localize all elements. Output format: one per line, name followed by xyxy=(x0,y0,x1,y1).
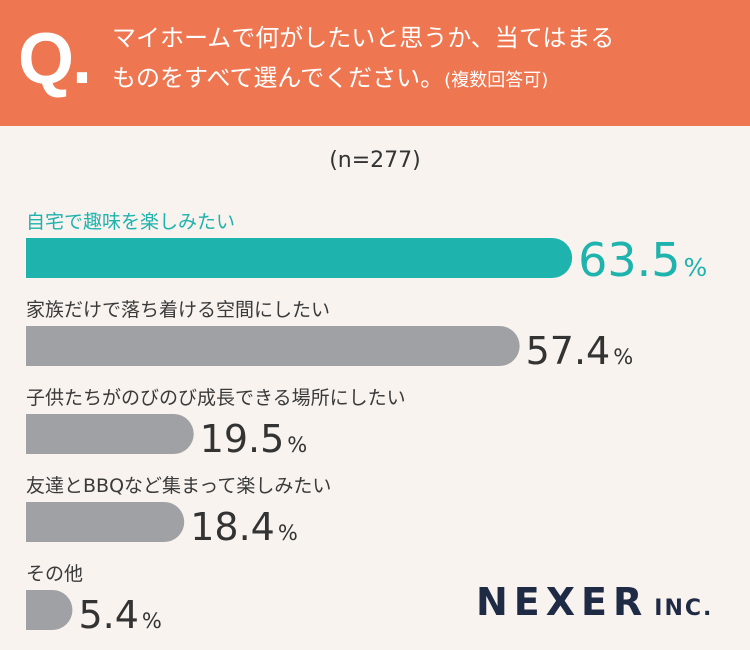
bar-2 xyxy=(26,326,520,366)
value-label-3: 19.5% xyxy=(200,417,308,461)
value-number-2: 57.4 xyxy=(526,329,611,373)
question-mark: Q. xyxy=(18,19,92,99)
value-unit-4: % xyxy=(278,521,298,545)
question-note: (複数回答可) xyxy=(444,70,549,91)
value-number-4: 18.4 xyxy=(190,505,275,549)
bar-1 xyxy=(26,238,573,278)
value-unit-3: % xyxy=(287,433,307,457)
value-unit-2: % xyxy=(613,345,633,369)
category-label-3: 子供たちがのびのび成長できる場所にしたい xyxy=(26,387,406,409)
bar-4 xyxy=(26,502,185,542)
bar-5 xyxy=(26,590,73,630)
company-logo: NEXER INC. xyxy=(476,580,713,624)
value-number-3: 19.5 xyxy=(200,417,285,461)
value-label-5: 5.4% xyxy=(78,593,161,637)
logo-main-text: NEXER xyxy=(476,580,649,624)
category-label-1: 自宅で趣味を楽しみたい xyxy=(26,211,235,233)
question-text-line-2: ものをすべて選んでください。(複数回答可) xyxy=(112,62,548,97)
question-header: Q. マイホームで何がしたいと思うか、当てはまる ものをすべて選んでください。(… xyxy=(0,0,750,126)
value-unit-5: % xyxy=(142,609,162,633)
category-label-5: その他 xyxy=(26,563,83,585)
bar-3 xyxy=(26,414,194,454)
question-text-line-2-main: ものをすべて選んでください。 xyxy=(112,64,445,92)
value-number-5: 5.4 xyxy=(78,593,138,637)
question-text-line-1: マイホームで何がしたいと思うか、当てはまる xyxy=(112,24,615,52)
logo-sub-text: INC. xyxy=(654,596,714,621)
category-label-2: 家族だけで落ち着ける空間にしたい xyxy=(26,299,330,321)
value-label-4: 18.4% xyxy=(190,505,298,549)
value-label-1: 63.5% xyxy=(578,233,707,287)
category-label-4: 友達とBBQなど集まって楽しみたい xyxy=(26,475,331,497)
value-unit-1: % xyxy=(684,253,708,282)
value-number-1: 63.5 xyxy=(578,233,680,287)
value-label-2: 57.4% xyxy=(526,329,634,373)
sample-size: (n=277) xyxy=(329,148,421,173)
